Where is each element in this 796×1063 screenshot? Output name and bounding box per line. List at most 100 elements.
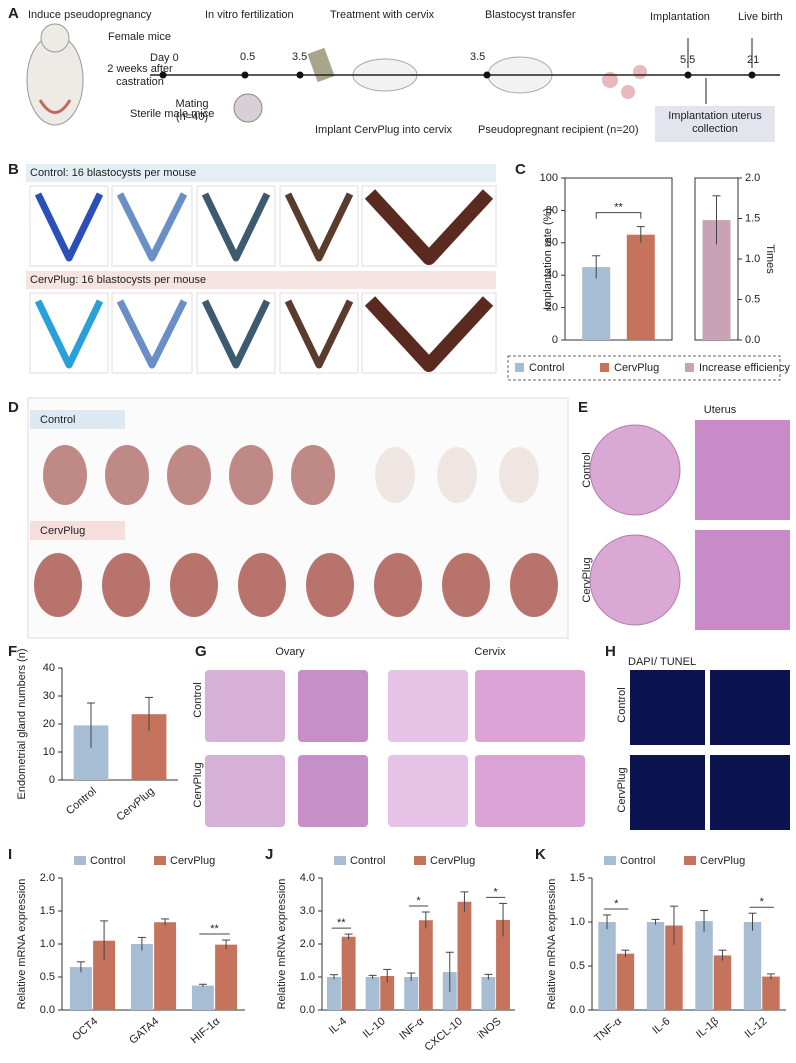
pup — [102, 553, 150, 617]
pup — [510, 553, 558, 617]
pup — [229, 445, 273, 505]
legend-label: Control — [529, 362, 564, 374]
y-axis-label: Relative mRNA expression — [546, 879, 558, 1010]
bar — [626, 234, 655, 340]
legend-swatch — [414, 856, 426, 865]
tick-label: 0.5 — [40, 971, 55, 983]
row-title: CervPlug — [616, 767, 628, 812]
step-note: Implant CervPlug into cervix — [315, 124, 452, 136]
y-axis-label: Relative mRNA expression — [276, 879, 288, 1010]
x-tick-label: IL-4 — [327, 1015, 349, 1036]
histology — [298, 670, 368, 742]
y2-axis-label: Times — [764, 244, 776, 274]
mating-label: Mating (n=40) — [175, 98, 209, 123]
uterus — [116, 192, 188, 262]
stain-label: DAPI — [628, 656, 654, 668]
uterus-zoom — [695, 420, 790, 520]
x-tick-label: IL-1β — [694, 1015, 721, 1040]
timeline-dot — [159, 71, 167, 79]
y-axis-label: Endometrial gland numbers (n) — [16, 648, 28, 799]
fluorescence — [710, 755, 790, 830]
bar — [154, 922, 177, 1010]
tick-label: 4.0 — [300, 872, 315, 884]
significance: * — [614, 898, 619, 910]
histology — [475, 670, 585, 742]
panel-label: H — [605, 643, 616, 660]
collection-label: Implantation uterus collection — [668, 110, 762, 135]
uterus-section — [589, 424, 681, 516]
bar — [215, 944, 238, 1010]
tick-label: 1.0 — [570, 916, 585, 928]
x-tick-label: GATA4 — [127, 1015, 161, 1046]
legend-swatch — [334, 856, 346, 865]
row-header — [26, 164, 496, 182]
histology — [475, 755, 585, 827]
significance: * — [760, 896, 765, 908]
row-title: CervPlug — [192, 762, 204, 807]
bar — [762, 976, 780, 1010]
collection-box — [655, 106, 775, 142]
tick-label: 0.0 — [570, 1004, 585, 1016]
bar — [582, 267, 611, 340]
tick-label: 0.0 — [40, 1004, 55, 1016]
row-title: CervPlug: 16 blastocysts per mouse — [30, 274, 206, 286]
legend-label: Control — [90, 855, 125, 867]
step-title: Induce pseudopregnancy — [28, 9, 152, 21]
uterus — [201, 299, 271, 369]
pup — [34, 553, 82, 617]
row-header — [30, 521, 125, 540]
uterus — [201, 192, 271, 262]
row-title: Control — [616, 687, 628, 722]
histology — [388, 755, 468, 827]
legend-swatch — [600, 363, 609, 372]
bar — [341, 936, 356, 1010]
tick-label: 1.0 — [40, 938, 55, 950]
histology-images — [205, 670, 585, 827]
legend-swatch — [74, 856, 86, 865]
panel-label: F — [8, 643, 17, 660]
column-title: Uterus — [704, 404, 737, 416]
uterus-section — [589, 534, 681, 626]
uterus — [34, 192, 104, 262]
legend-label: CervPlug — [614, 362, 659, 374]
row-title: Control: 16 blastocysts per mouse — [30, 167, 196, 179]
panel-label: G — [195, 643, 207, 660]
bar — [418, 920, 433, 1010]
tick-label: 1.0 — [745, 253, 760, 265]
pup — [374, 553, 422, 617]
timeline-dot — [483, 71, 491, 79]
male-label: Sterile male mice — [130, 108, 214, 120]
legend-label: Control — [350, 855, 385, 867]
legend-swatch — [684, 856, 696, 865]
uterus — [364, 189, 494, 265]
y-axis-label: Relative mRNA expression — [16, 879, 28, 1010]
panel-label: J — [265, 846, 273, 863]
histology-images — [589, 420, 790, 630]
row-title: Control — [192, 682, 204, 717]
row-header — [30, 410, 125, 429]
x-tick-label: CXCL-10 — [423, 1015, 465, 1053]
tick-label: 1.5 — [745, 212, 760, 224]
bar — [457, 901, 472, 1010]
tick-label: 2.0 — [745, 172, 760, 184]
timeline-dot — [296, 71, 304, 79]
pup — [238, 553, 286, 617]
step-title: Implantation — [650, 11, 710, 23]
tick-label: 0.5 — [745, 293, 760, 305]
tick-label: 0.5 — [570, 960, 585, 972]
panel-label: I — [8, 846, 12, 863]
bar — [191, 985, 214, 1010]
bar — [598, 922, 616, 1010]
panel-label: K — [535, 846, 546, 863]
timeline-dot — [748, 71, 756, 79]
bar — [496, 919, 510, 1010]
uterus — [116, 299, 188, 369]
legend-swatch — [154, 856, 166, 865]
panel-label: B — [8, 161, 19, 178]
panel-label: C — [515, 161, 526, 178]
row-title: Control — [581, 452, 593, 487]
timeline-dot — [241, 71, 249, 79]
tick-label: 0 — [49, 774, 55, 786]
